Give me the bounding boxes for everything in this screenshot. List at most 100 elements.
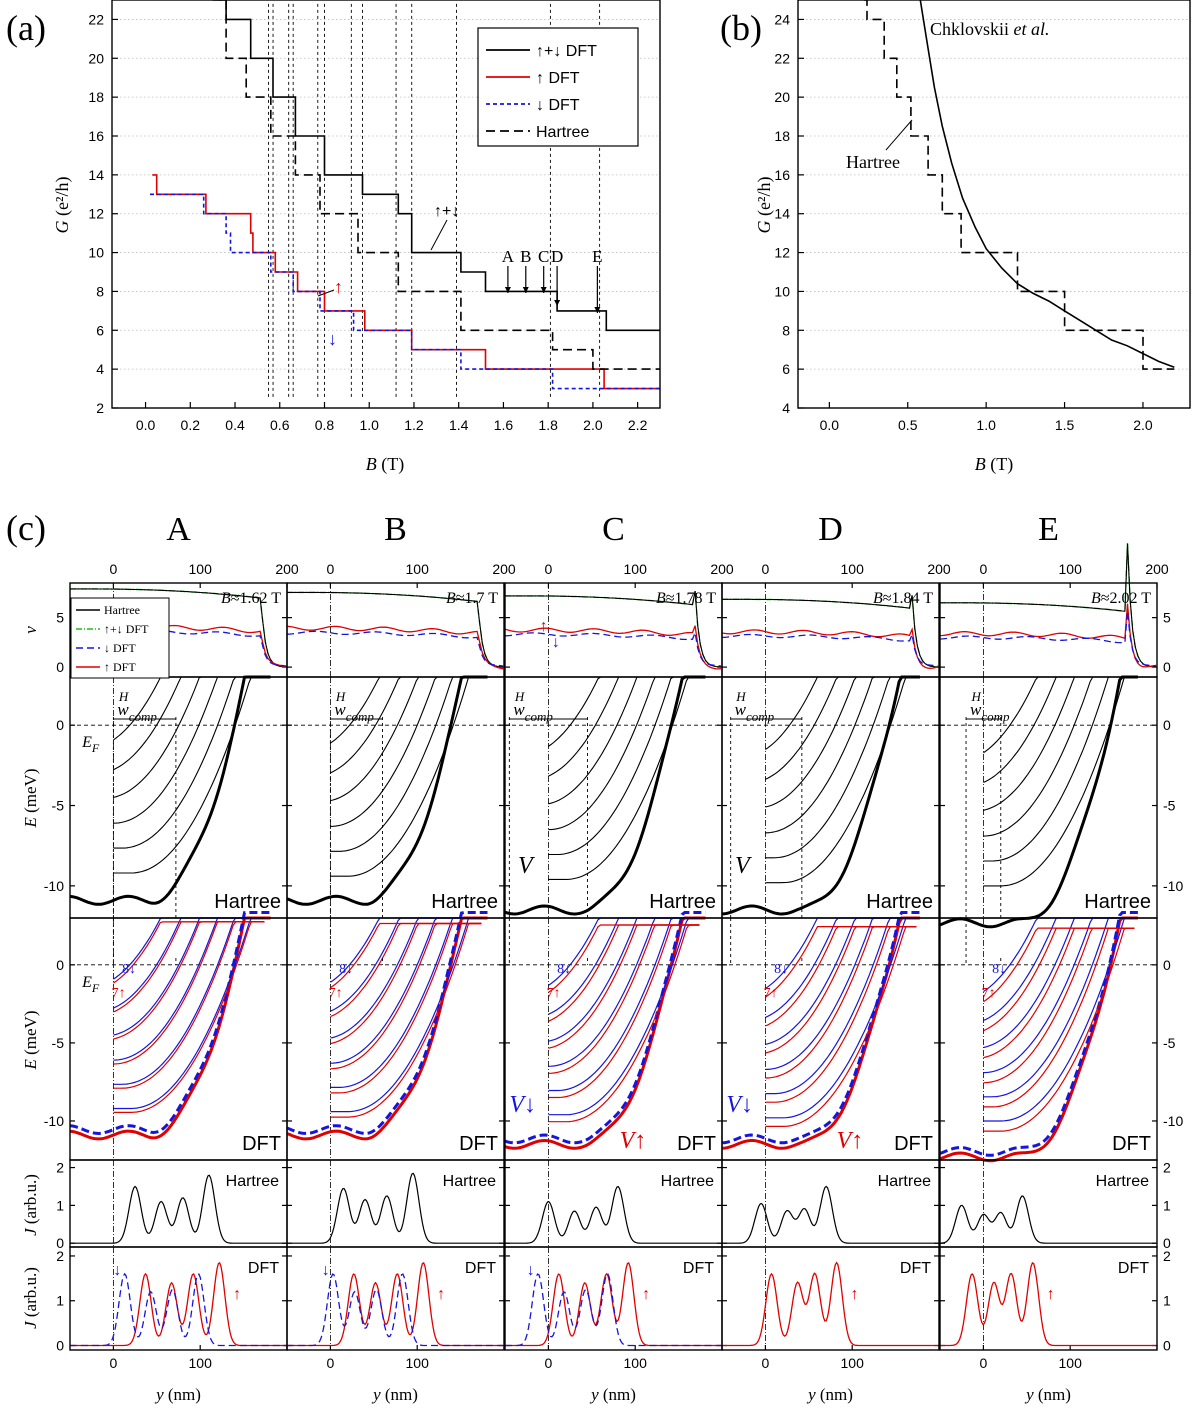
- row-tag: DFT: [677, 1133, 716, 1155]
- y-tick-label: -5: [52, 1035, 65, 1051]
- level-7-label: 7↑: [982, 986, 996, 1001]
- nu-hartree-line: [722, 595, 939, 668]
- panel-a-chart: 2 4 6 8 10 12 14 16 18 20 22 0.0 0.2 0.4 0.6 0.8 1.0 1.2 1…: [52, 0, 661, 475]
- y-tick-label: 10: [88, 245, 104, 261]
- level-down-line: [983, 917, 1135, 1049]
- level-line: [113, 676, 265, 874]
- y-tick-label: 1: [56, 1197, 64, 1213]
- row-J_dft: ↑ DFT: [721, 1246, 940, 1351]
- x-tick-label: 2.2: [628, 417, 648, 433]
- y-tick-label: 22: [774, 50, 790, 66]
- y-tick-label: 2: [1163, 1160, 1171, 1176]
- x-axis-label: y (nm): [589, 1385, 636, 1404]
- b-field-label: B≈1.78 T: [656, 590, 716, 607]
- series-line-1: [152, 174, 660, 390]
- potential-line: [286, 675, 488, 906]
- row-tag: DFT: [683, 1260, 714, 1277]
- chklovskii-line: [919, 0, 1175, 368]
- top-tick-label: 100: [406, 561, 430, 577]
- y-tick-label: 5: [56, 610, 64, 626]
- legend-c: Hartree ↑+↓ DFT ↓ DFT ↑ DFT: [70, 597, 170, 679]
- level-line: [983, 676, 1135, 811]
- bottom-tick-label: 0: [545, 1355, 553, 1371]
- level-up-line: [330, 922, 482, 989]
- nu-down-line: [939, 611, 1157, 667]
- potential-up-line: [721, 916, 920, 1150]
- row-nu: B≈1.7 T: [286, 582, 505, 678]
- y-tick-label: 0: [56, 659, 64, 675]
- row-tag: Hartree: [878, 1173, 931, 1190]
- series-line-3: [212, 0, 660, 370]
- row-tag: Hartree: [1096, 1173, 1149, 1190]
- x-tick-label: 1.4: [449, 417, 469, 433]
- legend-entry-0: ↑+↓ DFT: [536, 43, 597, 60]
- current-hartree-line: [505, 1185, 722, 1244]
- potential-line: [939, 675, 1138, 929]
- top-tick-label: 100: [1059, 561, 1083, 577]
- level-up-line: [983, 927, 1135, 1132]
- panel-label-c: (c): [6, 508, 46, 548]
- y-tick-label: 0: [56, 717, 64, 733]
- level-up-line: [113, 921, 265, 1040]
- nu-hartree-line: [287, 591, 504, 668]
- row-tag: Hartree: [661, 1173, 714, 1190]
- y-tick-label: -10: [44, 878, 64, 894]
- level-up-line: [113, 921, 265, 1113]
- y-tick-label: 24: [774, 11, 790, 27]
- row-y-label: ν: [21, 626, 40, 634]
- current-down-line: [70, 1272, 287, 1347]
- plot-frame: [797, 0, 1191, 409]
- y-tick-label: -5: [1163, 798, 1176, 814]
- row-tag: DFT: [465, 1260, 496, 1277]
- top-tick-label: 200: [275, 561, 299, 577]
- current-down-arrow: ↓: [322, 1262, 330, 1279]
- row-frame: [939, 917, 1158, 1161]
- y-tick-label: 0: [1163, 659, 1171, 675]
- x-tick-label: 1.0: [359, 417, 379, 433]
- column-header: C: [602, 511, 625, 548]
- panel-label-b: (b): [720, 8, 762, 48]
- level-line: [983, 676, 1135, 862]
- wcomp-label: wcompH: [334, 689, 374, 724]
- top-tick-label: 100: [189, 561, 213, 577]
- bottom-tick-label: 100: [189, 1355, 213, 1371]
- level-up-line: [113, 921, 265, 984]
- row-tag: DFT: [242, 1133, 281, 1155]
- current-up-arrow: ↑: [642, 1286, 650, 1303]
- level-line: [330, 676, 482, 877]
- nu-down-line: [286, 630, 504, 667]
- y-tick-label: 0: [56, 957, 64, 973]
- point-label-E: E: [592, 247, 602, 266]
- row-tag: Hartree: [214, 891, 281, 913]
- row-J_dft: 0 1 2 ↑ DFT: [939, 1246, 1171, 1354]
- down-annotation: ↓: [328, 329, 337, 349]
- chklovskii-label: Chklovskii et al.: [930, 19, 1050, 39]
- nu-down-line: [504, 630, 722, 667]
- top-tick-label: 100: [841, 561, 865, 577]
- row-E_dft: -10 -5 0 EF 8↓ 7↑ DFT: [44, 911, 288, 1161]
- wcomp-label: wcompH: [970, 689, 1010, 724]
- hartree-label-arrow: [885, 119, 913, 151]
- row-J_hartree: 0 1 2 Hartree: [939, 1159, 1171, 1251]
- y-tick-label: 2: [96, 400, 104, 416]
- bottom-tick-label: 0: [762, 1355, 770, 1371]
- x-tick-label: 1.2: [404, 417, 424, 433]
- current-hartree-line: [722, 1185, 939, 1244]
- current-up-arrow: ↑: [437, 1286, 445, 1303]
- hartree-label: Hartree: [846, 152, 900, 172]
- row-tag: DFT: [1118, 1260, 1149, 1277]
- y-tick-label: 20: [774, 89, 790, 105]
- level-line: [983, 676, 1135, 837]
- y-tick-label: 12: [774, 245, 790, 261]
- current-hartree-line: [287, 1172, 504, 1244]
- point-label-C: C: [538, 247, 549, 266]
- y-tick-label: 0: [1163, 717, 1171, 733]
- top-tick-label: 0: [762, 561, 770, 577]
- level-up-line: [765, 926, 917, 1127]
- level-line: [765, 676, 917, 808]
- up-annotation-arrow: [317, 289, 335, 297]
- current-hartree-line: [70, 1174, 287, 1244]
- level-down-line: [330, 917, 482, 1113]
- row-frame: [721, 917, 940, 1161]
